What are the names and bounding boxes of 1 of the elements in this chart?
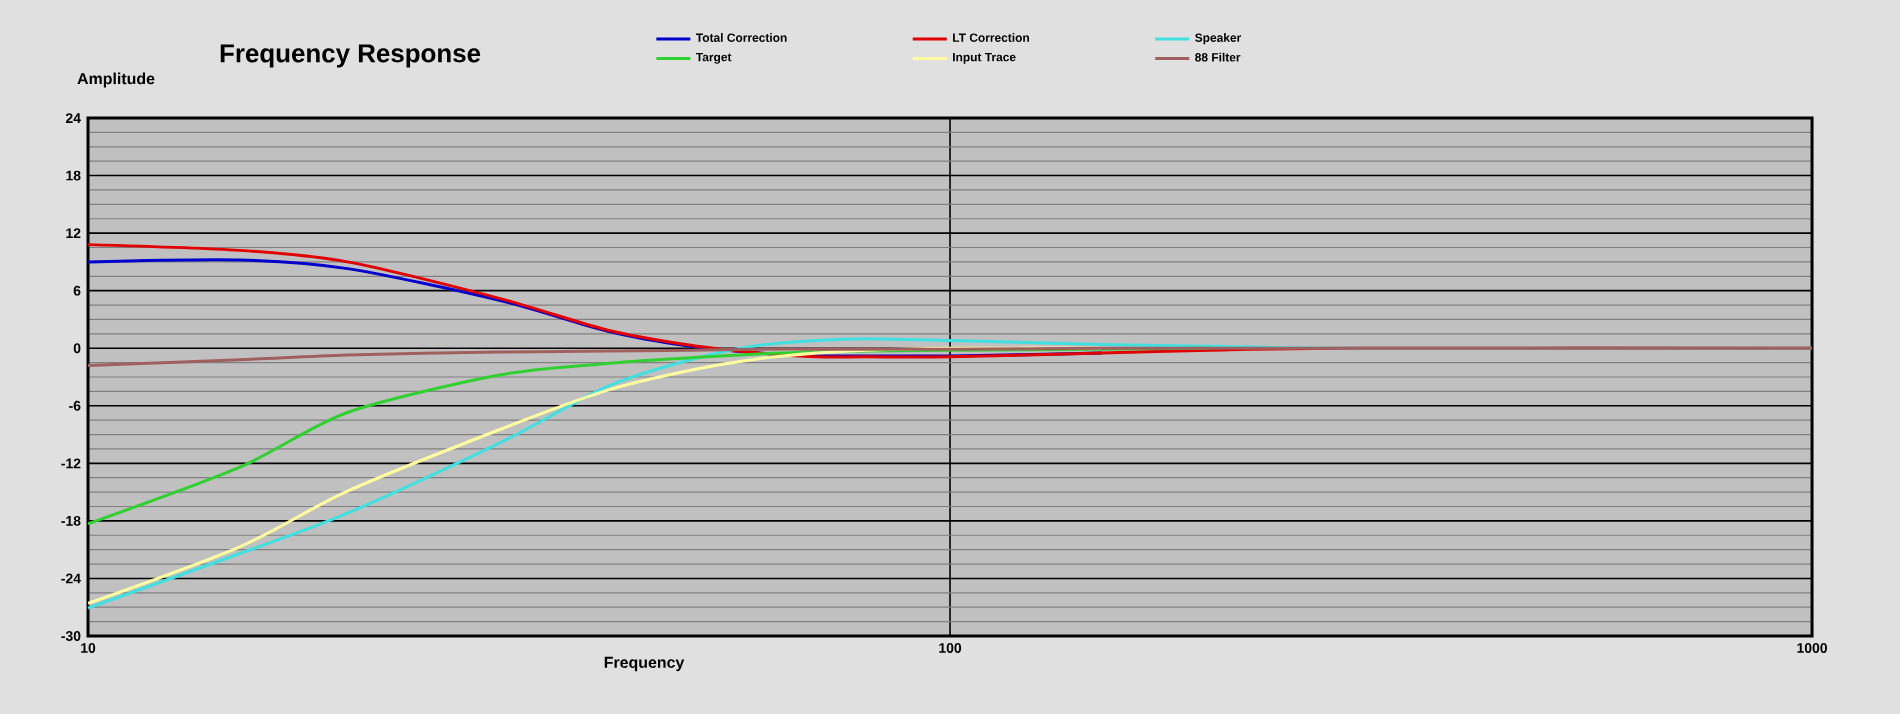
chart-title: Frequency Response bbox=[220, 44, 481, 68]
